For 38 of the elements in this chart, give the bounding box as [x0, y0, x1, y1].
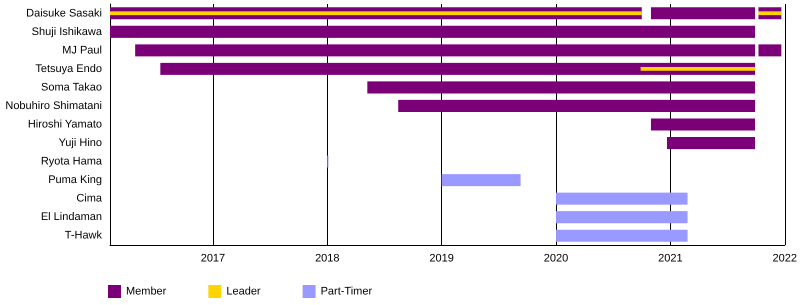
y-tick-label: Puma King — [48, 174, 102, 186]
bar — [110, 26, 756, 38]
bar — [666, 137, 756, 150]
bar — [556, 211, 688, 224]
y-tick-label: Nobuhiro Shimatani — [5, 100, 102, 112]
bar — [758, 44, 782, 56]
bar — [110, 11, 642, 16]
bar — [442, 174, 521, 186]
bar — [398, 100, 756, 112]
legend-label: Leader — [226, 286, 261, 298]
y-tick-label: Yuji Hino — [58, 137, 102, 150]
y-tick-label: El Lindaman — [40, 211, 102, 224]
y-tick-label: Hiroshi Yamato — [28, 118, 102, 130]
bar — [556, 192, 688, 205]
x-tick-label: 2020 — [544, 252, 568, 264]
bar — [640, 67, 756, 71]
x-tick-label: 2019 — [429, 252, 454, 264]
x-tick-label: 2022 — [772, 252, 798, 264]
bar — [650, 7, 756, 20]
bar — [135, 44, 756, 56]
y-tick-label: Ryota Hama — [40, 156, 103, 168]
x-tick-label: 2018 — [315, 252, 340, 264]
legend-label: Part-Timer — [320, 286, 372, 298]
bar — [160, 62, 756, 75]
legend-label: Member — [126, 286, 167, 298]
y-tick-label: MJ Paul — [62, 44, 102, 56]
bar — [367, 81, 756, 94]
x-tick-label: 2017 — [200, 252, 226, 264]
bar — [758, 11, 782, 16]
y-tick-label: Shuji Ishikawa — [32, 26, 103, 38]
x-tick-label: 2021 — [658, 252, 683, 264]
y-tick-label: Tetsuya Endo — [35, 62, 102, 75]
y-tick-label: T-Hawk — [64, 230, 102, 242]
bar — [556, 230, 688, 242]
y-tick-label: Cima — [76, 192, 103, 205]
y-tick-label: Daisuke Sasaki — [26, 7, 102, 20]
bar — [650, 118, 756, 131]
y-tick-label: Soma Takao — [41, 81, 102, 94]
